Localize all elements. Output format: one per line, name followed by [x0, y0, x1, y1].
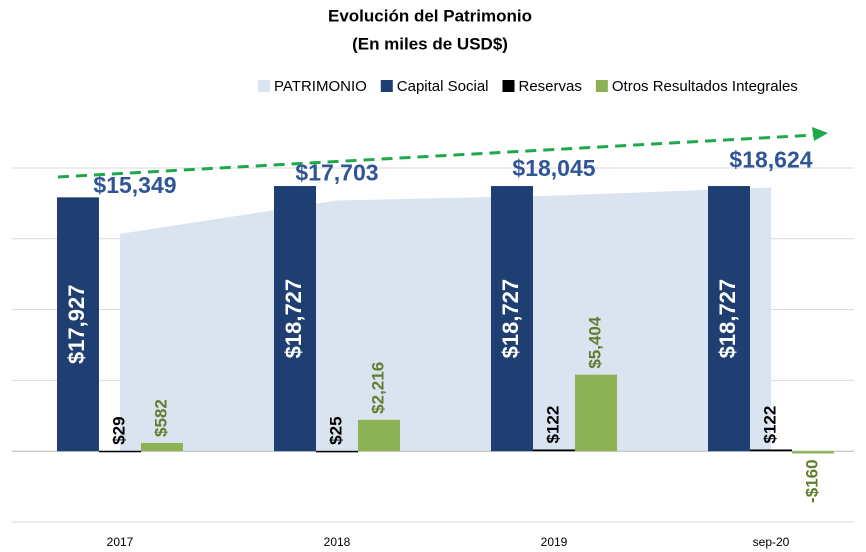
bar-label: $582 — [151, 399, 170, 437]
x-tick-label: 2019 — [541, 535, 568, 549]
bar-label: $18,727 — [281, 279, 306, 359]
chart-title: Evolución del Patrimonio — [328, 6, 532, 25]
bar-label: $17,927 — [64, 285, 89, 365]
legend-swatch — [380, 80, 393, 92]
x-tick-label: 2018 — [324, 535, 351, 549]
legend-label: Otros Resultados Integrales — [612, 78, 798, 95]
bar — [57, 197, 99, 452]
bar-label: $18,727 — [715, 279, 740, 359]
bar-label: $18,727 — [498, 279, 523, 359]
bar-label: $2,216 — [368, 362, 387, 414]
legend-label: Reservas — [519, 78, 582, 95]
legend-swatch — [258, 80, 270, 92]
legend-label: PATRIMONIO — [274, 78, 367, 95]
bar — [491, 186, 533, 452]
bar — [575, 374, 617, 452]
legend-swatch — [502, 80, 515, 92]
area-label: $17,703 — [295, 160, 378, 186]
legend-swatch — [595, 80, 608, 92]
area-label: $15,349 — [93, 172, 176, 198]
bar-label: $122 — [760, 406, 779, 444]
x-tick-label: 2017 — [107, 535, 134, 549]
area — [120, 187, 771, 452]
bar — [750, 449, 792, 452]
bar — [792, 451, 834, 454]
trend-arrow-head — [812, 127, 828, 141]
plot-area: $17,927 $18,727 $18,727 $18,727 $29 $25 $122 $1… — [12, 147, 854, 549]
legend: PATRIMONIO Capital Social Reservas Otros Re… — [258, 78, 798, 95]
bar — [358, 419, 400, 452]
bar — [708, 186, 750, 452]
area-label: $18,624 — [729, 147, 812, 173]
bar-label: $122 — [543, 406, 562, 444]
bar — [274, 186, 316, 452]
bar — [141, 442, 183, 452]
legend-label: Capital Social — [397, 78, 489, 95]
chart-subtitle: (En miles de USD$) — [352, 34, 508, 53]
bar — [99, 450, 141, 453]
bar-label: $5,404 — [585, 316, 604, 369]
bar-label: -$160 — [802, 459, 821, 502]
bar — [533, 449, 575, 452]
trend-arrow — [57, 133, 816, 179]
area-label: $18,045 — [512, 155, 595, 181]
bar — [316, 450, 358, 453]
bar-label: $29 — [109, 416, 128, 444]
x-tick-label: sep-20 — [753, 535, 790, 549]
bar-label: $25 — [326, 416, 345, 444]
